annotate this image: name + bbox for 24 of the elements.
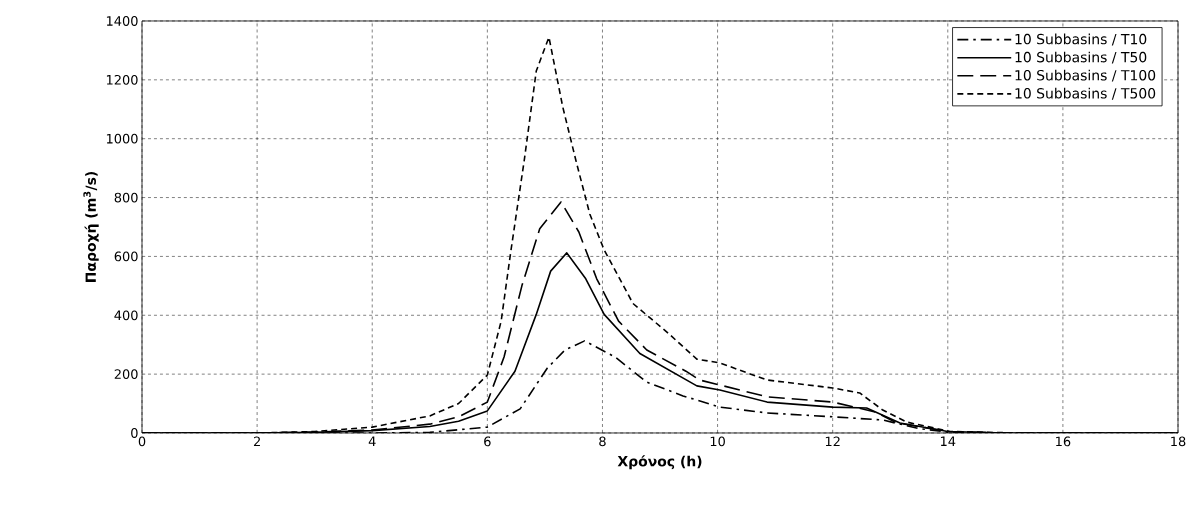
x-tick-label: 10 [710,436,725,447]
y-tick-label: 1400 [106,16,138,26]
x-tick-label: 4 [368,436,376,446]
y-tick-label: 1200 [106,74,138,85]
y-tick-label: 200 [114,369,138,380]
x-tick-label: 14 [940,436,956,446]
y-tick-label: 1000 [106,133,138,144]
legend-label: 10 Subbasins / T50 [1015,51,1147,64]
x-tick-label: 16 [1056,436,1071,447]
legend-label: 10 Subbasins / T500 [1015,87,1156,100]
y-tick-label: 0 [131,428,138,438]
y-tick-label: 400 [114,310,138,321]
y-tick-label: 800 [114,192,138,203]
x-tick-label: 6 [484,436,491,447]
x-tick-label: 12 [825,436,840,447]
x-tick-label: 2 [253,436,260,447]
legend-label: 10 Subbasins / T10 [1015,33,1147,46]
y-axis-title: Παροχή (m$^{3}$/s) [83,171,99,282]
x-tick-label: 18 [1171,436,1186,447]
y-tick-label: 600 [114,251,138,262]
legend-label: 10 Subbasins / T100 [1015,69,1156,82]
x-tick-label: 8 [599,436,606,447]
x-tick-label: 0 [138,436,146,447]
x-axis-title: Χρόνος (h) [617,455,702,470]
